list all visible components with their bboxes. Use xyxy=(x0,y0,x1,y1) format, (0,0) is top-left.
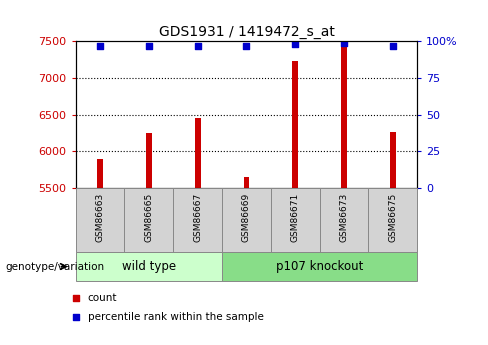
Text: count: count xyxy=(88,294,117,303)
Bar xyxy=(195,118,201,188)
Text: wild type: wild type xyxy=(122,260,176,273)
Bar xyxy=(124,188,173,252)
Bar xyxy=(320,188,368,252)
Point xyxy=(291,41,299,47)
Bar xyxy=(368,188,417,252)
Text: GSM86665: GSM86665 xyxy=(144,193,153,243)
Bar xyxy=(222,188,271,252)
Bar xyxy=(271,188,320,252)
Bar xyxy=(244,177,249,188)
Text: genotype/variation: genotype/variation xyxy=(5,262,104,272)
Bar xyxy=(390,131,396,188)
Text: GSM86675: GSM86675 xyxy=(388,193,397,243)
Text: percentile rank within the sample: percentile rank within the sample xyxy=(88,313,264,322)
Title: GDS1931 / 1419472_s_at: GDS1931 / 1419472_s_at xyxy=(159,25,334,39)
Bar xyxy=(97,159,103,188)
Bar xyxy=(341,43,347,188)
Text: GSM86671: GSM86671 xyxy=(291,193,300,243)
Point xyxy=(145,43,153,49)
Point xyxy=(340,40,348,46)
Bar xyxy=(146,133,152,188)
Bar xyxy=(76,188,124,252)
Text: GSM86673: GSM86673 xyxy=(340,193,348,243)
Point xyxy=(96,43,104,49)
Point xyxy=(389,43,397,49)
Bar xyxy=(173,188,222,252)
Bar xyxy=(292,61,298,188)
Point xyxy=(194,43,202,49)
Bar xyxy=(222,252,417,281)
Text: GSM86663: GSM86663 xyxy=(96,193,104,243)
Text: p107 knockout: p107 knockout xyxy=(276,260,364,273)
Text: GSM86669: GSM86669 xyxy=(242,193,251,243)
Text: GSM86667: GSM86667 xyxy=(193,193,202,243)
Point xyxy=(243,43,250,49)
Bar xyxy=(76,252,222,281)
